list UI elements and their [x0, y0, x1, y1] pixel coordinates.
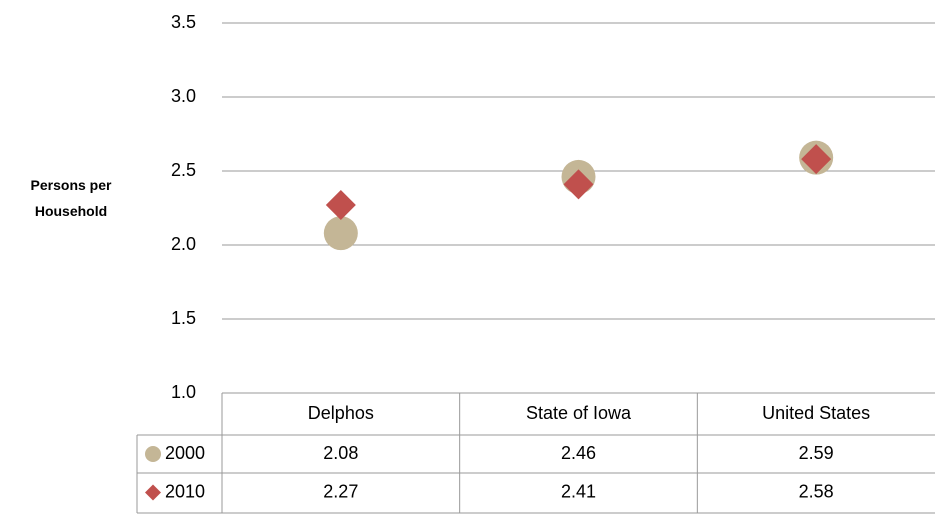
table-value: 2.46 — [561, 443, 596, 463]
legend-label: 2000 — [165, 443, 205, 463]
category-label: State of Iowa — [526, 403, 632, 423]
marker-diamond — [325, 190, 356, 221]
table-value: 2.08 — [323, 443, 358, 463]
y-tick-label: 2.0 — [171, 234, 196, 254]
table-value: 2.27 — [323, 481, 358, 501]
y-axis-label: Persons per Household — [30, 177, 112, 219]
y-tick-label: 2.5 — [171, 160, 196, 180]
legend-marker — [145, 484, 161, 501]
marker-diamond — [563, 169, 594, 200]
table-value: 2.59 — [799, 443, 834, 463]
y-tick-label: 3.5 — [171, 12, 196, 32]
category-label: Delphos — [308, 403, 374, 423]
marker-circle — [323, 216, 358, 251]
legend-marker — [145, 446, 161, 462]
y-tick-label: 1.0 — [171, 382, 196, 402]
category-label: United States — [762, 403, 870, 423]
table-value: 2.41 — [561, 481, 596, 501]
marker-diamond — [801, 144, 832, 175]
y-tick-label: 3.0 — [171, 86, 196, 106]
table-value: 2.58 — [799, 481, 834, 501]
y-tick-label: 1.5 — [171, 308, 196, 328]
legend-label: 2010 — [165, 481, 205, 501]
